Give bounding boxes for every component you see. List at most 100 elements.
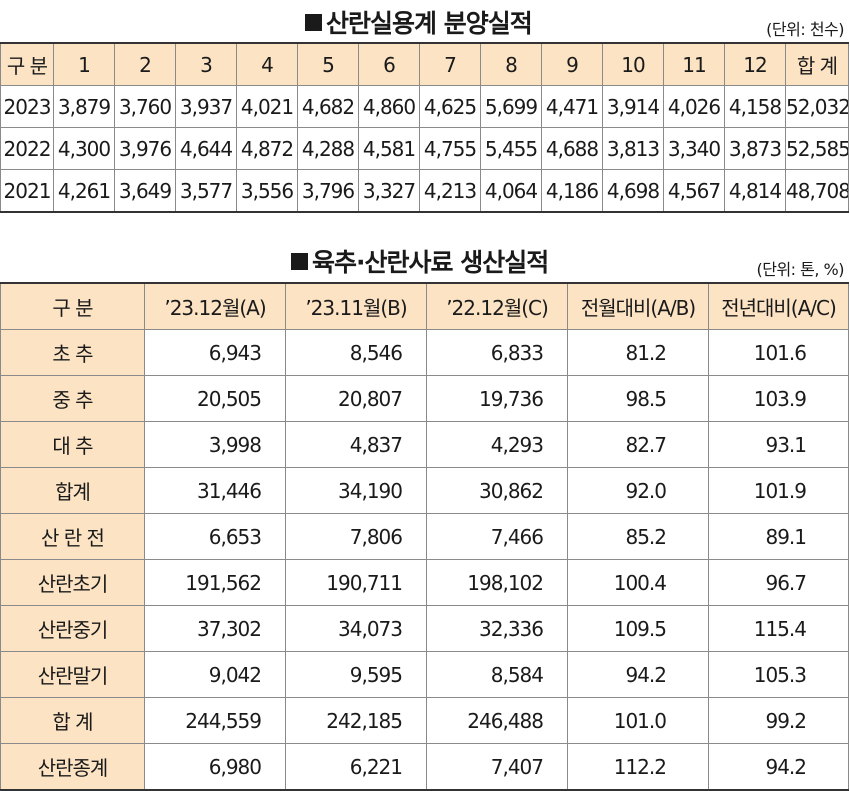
table-row: 2021 4,261 3,649 3,577 3,556 3,796 3,327 4,213 4… — [0, 169, 849, 213]
table1-header-cell: 2 — [114, 42, 176, 86]
table-cell: 7,407 — [426, 743, 568, 791]
table1-title: 산란실용계 분양실적 — [305, 4, 533, 40]
table-cell: 82.7 — [567, 421, 709, 468]
table1-header-cell: 5 — [297, 42, 359, 86]
row-category-label: 산란말기 — [0, 651, 145, 698]
table-cell: 3,937 — [175, 85, 237, 128]
table-cell: 4,300 — [53, 127, 115, 170]
table2-title-text: 육추·산란사료 생산실적 — [312, 248, 549, 277]
table-cell: 8,546 — [285, 329, 427, 376]
table2-title: 육추·산란사료 생산실적 — [291, 243, 549, 279]
table-cell: 100.4 — [567, 559, 709, 606]
table-cell: 7,806 — [285, 513, 427, 560]
row-category-label: 대 추 — [0, 421, 145, 468]
table-cell: 4,814 — [724, 169, 786, 213]
table-cell: 94.2 — [708, 743, 849, 791]
table-cell: 92.0 — [567, 467, 709, 514]
table-row: 2023 3,879 3,760 3,937 4,021 4,682 4,860 4,625 5… — [0, 85, 849, 128]
table-cell: 52,585 — [785, 127, 849, 170]
table-cell: 103.9 — [708, 375, 849, 422]
row-category-label: 산 란 전 — [0, 513, 145, 560]
row-category-label: 산란초기 — [0, 559, 145, 606]
table1-header-cell: 6 — [358, 42, 420, 86]
table-cell: 115.4 — [708, 605, 849, 652]
table1-title-text: 산란실용계 분양실적 — [326, 9, 533, 38]
table-row: 산란말기 9,042 9,595 8,584 94.2 105.3 — [0, 651, 849, 698]
table-cell: 101.0 — [567, 697, 709, 744]
table2-header-cell: 전월대비(A/B) — [567, 282, 709, 330]
table-cell: 4,021 — [236, 85, 298, 128]
table-cell: 81.2 — [567, 329, 709, 376]
table-cell: 48,708 — [785, 169, 849, 213]
row-category-label: 합계 — [0, 467, 145, 514]
table-cell: 4,158 — [724, 85, 786, 128]
table-cell: 3,998 — [144, 421, 286, 468]
table-cell: 109.5 — [567, 605, 709, 652]
table1-header-cell: 구 분 — [0, 42, 54, 86]
table-cell: 98.5 — [567, 375, 709, 422]
table2-header-cell: 구 분 — [0, 282, 145, 330]
row-year-label: 2021 — [0, 169, 54, 213]
table-cell: 244,559 — [144, 697, 286, 744]
table-cell: 20,505 — [144, 375, 286, 422]
table-cell: 4,688 — [541, 127, 603, 170]
table-cell: 34,190 — [285, 467, 427, 514]
table-cell: 191,562 — [144, 559, 286, 606]
row-category-label: 중 추 — [0, 375, 145, 422]
table-cell: 96.7 — [708, 559, 849, 606]
table1-header-cell: 12 — [724, 42, 786, 86]
table-cell: 4,064 — [480, 169, 542, 213]
row-category-label: 산란종계 — [0, 743, 145, 791]
table1-header-cell: 1 — [53, 42, 115, 86]
table1-header-cell: 10 — [602, 42, 664, 86]
table2-header-cell: ’23.11월(B) — [285, 282, 427, 330]
table1-header-cell: 4 — [236, 42, 298, 86]
table-cell: 3,340 — [663, 127, 725, 170]
table-row: 합 계 244,559 242,185 246,488 101.0 99.2 — [0, 697, 849, 744]
table-row: 2022 4,300 3,976 4,644 4,872 4,288 4,581 4,755 5… — [0, 127, 849, 170]
table-cell: 6,943 — [144, 329, 286, 376]
table1-header-cell: 7 — [419, 42, 481, 86]
table-cell: 242,185 — [285, 697, 427, 744]
table-cell: 4,261 — [53, 169, 115, 213]
table-cell: 9,042 — [144, 651, 286, 698]
table2-unit: (단위: 톤, %) — [756, 260, 845, 279]
table-cell: 4,872 — [236, 127, 298, 170]
table-row: 대 추 3,998 4,837 4,293 82.7 93.1 — [0, 421, 849, 468]
table-cell: 198,102 — [426, 559, 568, 606]
table-cell: 85.2 — [567, 513, 709, 560]
table-cell: 3,556 — [236, 169, 298, 213]
table-cell: 19,736 — [426, 375, 568, 422]
table-cell: 6,980 — [144, 743, 286, 791]
table-cell: 4,026 — [663, 85, 725, 128]
table-row: 산란초기 191,562 190,711 198,102 100.4 96.7 — [0, 559, 849, 606]
table2-header-cell: 전년대비(A/C) — [708, 282, 849, 330]
row-category-label: 초 추 — [0, 329, 145, 376]
table-cell: 4,471 — [541, 85, 603, 128]
table1-header-cell: 11 — [663, 42, 725, 86]
table1-header-row: 구 분 1 2 3 4 5 6 7 8 9 10 11 12 합 계 — [0, 42, 849, 86]
table-cell: 105.3 — [708, 651, 849, 698]
table-cell: 3,577 — [175, 169, 237, 213]
breeding-hens-sales-table: 구 분 1 2 3 4 5 6 7 8 9 10 11 12 합 계 2023 3,879 3,760 3,937… — [0, 42, 849, 213]
table-cell: 3,976 — [114, 127, 176, 170]
table2-header-cell: ’22.12월(C) — [426, 282, 568, 330]
table-cell: 4,288 — [297, 127, 359, 170]
table-cell: 6,653 — [144, 513, 286, 560]
table-cell: 4,682 — [297, 85, 359, 128]
table-cell: 94.2 — [567, 651, 709, 698]
table-cell: 3,327 — [358, 169, 420, 213]
table-cell: 4,698 — [602, 169, 664, 213]
row-category-label: 산란중기 — [0, 605, 145, 652]
table-cell: 4,213 — [419, 169, 481, 213]
table-cell: 8,584 — [426, 651, 568, 698]
table1-header-cell: 9 — [541, 42, 603, 86]
square-bullet-icon — [291, 253, 308, 270]
table-cell: 246,488 — [426, 697, 568, 744]
table2-header-row: 구 분 ’23.12월(A) ’23.11월(B) ’22.12월(C) 전월대비(A/… — [0, 282, 849, 330]
table-cell: 20,807 — [285, 375, 427, 422]
table-cell: 112.2 — [567, 743, 709, 791]
table-cell: 3,796 — [297, 169, 359, 213]
table-cell: 3,813 — [602, 127, 664, 170]
table1-unit: (단위: 천수) — [766, 20, 844, 39]
